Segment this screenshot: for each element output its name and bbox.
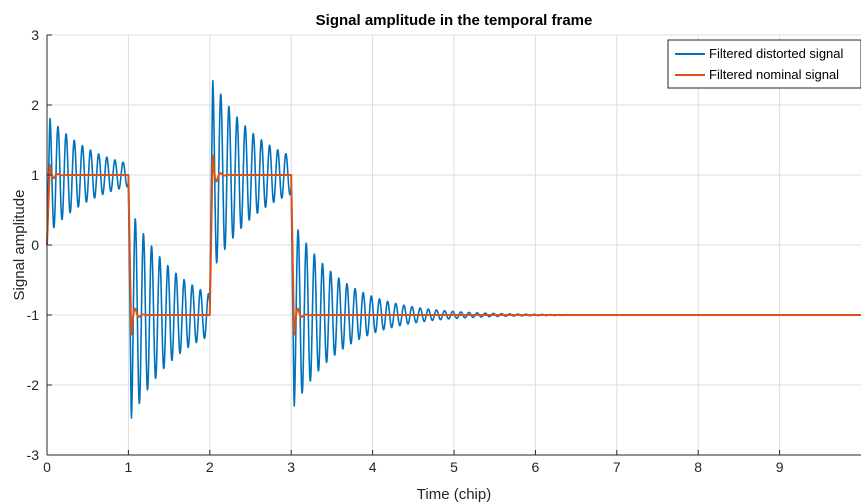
x-tick-label: 4 bbox=[369, 459, 377, 475]
x-tick-label: 6 bbox=[532, 459, 540, 475]
x-tick-label: 0 bbox=[43, 459, 51, 475]
y-tick-label: 2 bbox=[31, 97, 39, 113]
x-tick-label: 7 bbox=[613, 459, 621, 475]
x-tick-label: 9 bbox=[776, 459, 784, 475]
x-tick-label: 2 bbox=[206, 459, 214, 475]
x-tick-label: 3 bbox=[287, 459, 295, 475]
y-axis-label: Signal amplitude bbox=[11, 190, 28, 301]
series-layer bbox=[46, 80, 861, 419]
series-line bbox=[46, 154, 861, 336]
chart-title: Signal amplitude in the temporal frame bbox=[316, 12, 593, 29]
y-tick-label: 3 bbox=[31, 27, 39, 43]
x-axis-label: Time (chip) bbox=[417, 486, 491, 503]
legend-box bbox=[667, 39, 861, 89]
legend: Filtered distorted signal Filtered nomin… bbox=[667, 39, 861, 89]
legend-label-nominal: Filtered nominal signal bbox=[709, 67, 839, 82]
tick-labels: 0 1 2 3 4 5 6 7 8 9 3 2 1 0 -1 -2 -3 bbox=[27, 27, 784, 475]
x-tick-label: 5 bbox=[450, 459, 458, 475]
x-tick-label: 8 bbox=[694, 459, 702, 475]
y-tick-label: 0 bbox=[31, 237, 39, 253]
y-tick-label: -1 bbox=[27, 307, 40, 323]
y-tick-label: 1 bbox=[31, 167, 39, 183]
y-tick-label: -2 bbox=[27, 377, 40, 393]
y-tick-label: -3 bbox=[27, 447, 40, 463]
axes bbox=[46, 34, 861, 456]
legend-label-distorted: Filtered distorted signal bbox=[709, 46, 844, 61]
x-tick-label: 1 bbox=[125, 459, 133, 475]
